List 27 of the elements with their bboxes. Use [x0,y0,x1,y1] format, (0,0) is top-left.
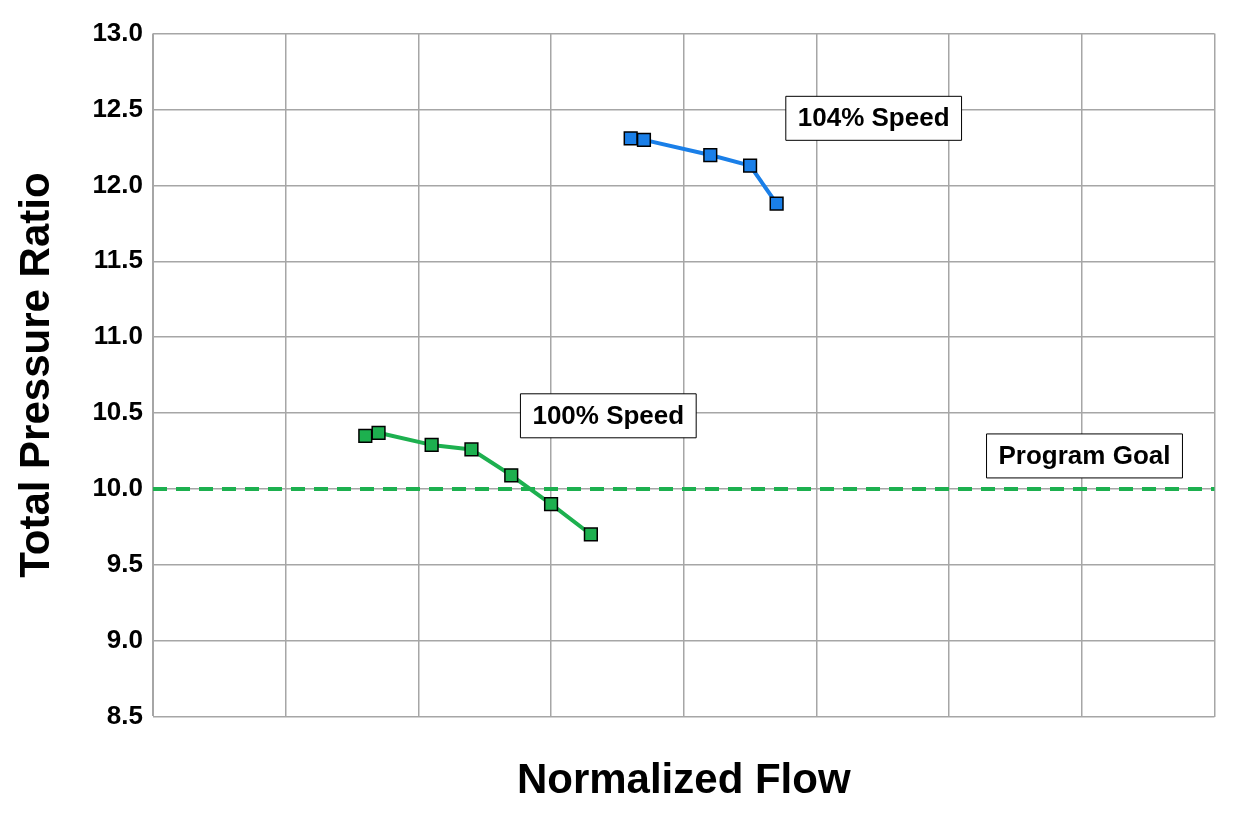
point [583,527,598,542]
point [769,196,784,211]
point [424,437,439,453]
x-axis-title: Normalized Flow [516,755,851,803]
y-tick-label: 11.0 [93,320,143,351]
point [504,468,519,483]
point [703,147,718,163]
y-tick-label: 13.0 [92,16,143,47]
y-tick-label: 10.0 [92,472,143,503]
y-tick-label: 11.5 [93,244,143,275]
y-tick-label: 9.0 [106,623,143,654]
y-axis-title: Total Pressure Ratio [10,172,58,578]
ref-line-label: Program Goal [998,440,1171,471]
series-label: 104% Speed [797,102,950,133]
point [742,158,758,173]
point [636,132,652,147]
y-tick-label: 8.5 [106,699,143,730]
point [543,497,559,512]
point [358,428,373,443]
point [464,442,479,457]
y-tick-label: 12.0 [92,168,143,199]
y-tick-label: 9.5 [106,547,143,578]
y-tick-label: 12.5 [92,92,143,123]
point [623,131,638,146]
series-label: 100% Speed [532,399,685,430]
y-tick-label: 10.5 [92,396,143,427]
point [371,425,386,440]
